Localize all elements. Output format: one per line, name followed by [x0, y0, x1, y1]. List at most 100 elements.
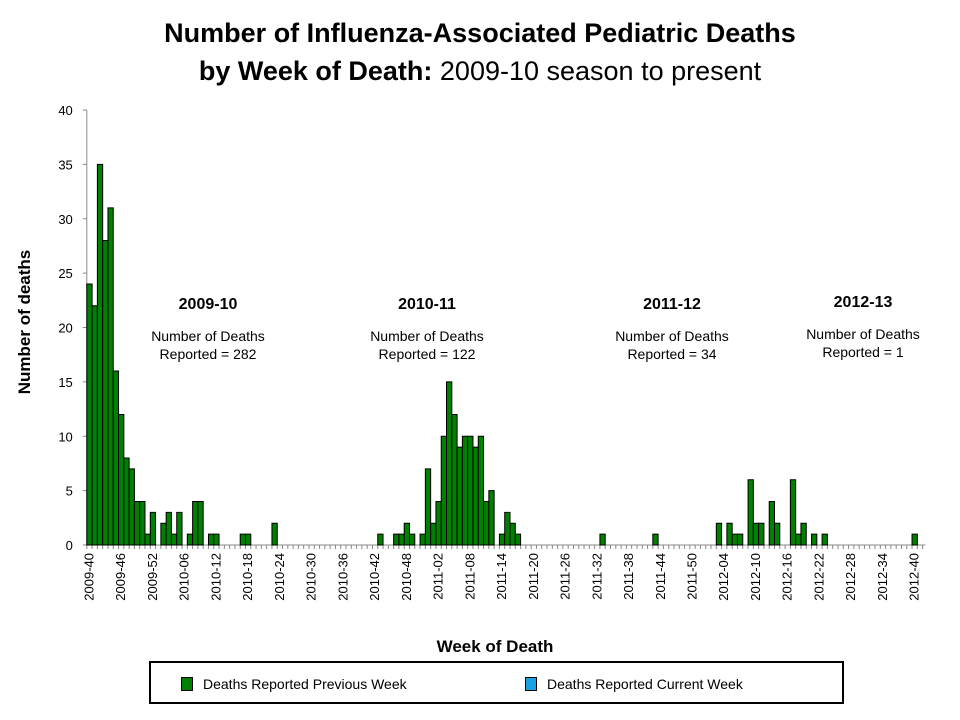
x-tick-label: 2011-02	[431, 553, 446, 600]
bar	[408, 533, 416, 546]
bar	[102, 240, 109, 546]
legend-swatch-previous	[181, 677, 193, 691]
bar	[911, 533, 918, 546]
bar	[747, 479, 754, 546]
bar	[768, 501, 776, 546]
season-label: 2010-11	[398, 296, 456, 313]
legend-item-current: Deaths Reported Current Week	[525, 676, 743, 692]
x-tick-label: 2009-46	[113, 553, 128, 601]
bar	[514, 533, 522, 546]
bar	[461, 435, 469, 546]
x-tick-label: 2010-36	[335, 553, 350, 601]
bar	[128, 468, 135, 546]
y-tick-label: 0	[66, 538, 73, 553]
bar	[393, 533, 400, 546]
x-tick-label: 2012-10	[748, 553, 763, 601]
bar	[403, 522, 410, 546]
bar	[467, 435, 474, 546]
bar	[419, 533, 426, 546]
bar	[811, 533, 818, 546]
x-tick-label: 2012-34	[875, 553, 890, 601]
season-annotation-line2: Reported = 34	[627, 346, 716, 362]
bar	[112, 370, 120, 546]
x-tick-label: 2009-52	[145, 553, 160, 601]
bar	[758, 522, 765, 546]
x-tick-label: 2012-04	[716, 553, 731, 601]
y-tick-label: 25	[58, 266, 72, 281]
legend-label-previous: Deaths Reported Previous Week	[203, 676, 407, 692]
season-annotation-line2: Reported = 122	[379, 346, 476, 362]
season-label: 2011-12	[643, 296, 701, 313]
bar	[795, 533, 802, 546]
x-tick-label: 2011-14	[494, 553, 509, 600]
x-axis-label: Week of Death	[437, 637, 554, 656]
bar	[197, 501, 204, 546]
bar	[123, 457, 130, 546]
x-tick-label: 2011-26	[558, 553, 573, 600]
x-tick-label: 2010-42	[367, 553, 382, 601]
bar	[207, 533, 215, 546]
bar	[377, 533, 384, 546]
bar	[726, 522, 733, 546]
title-line-2: by Week of Death: 2009-10 season to pres…	[0, 52, 960, 90]
bar	[446, 381, 453, 546]
bar	[652, 533, 659, 546]
legend: Deaths Reported Previous Week Deaths Rep…	[149, 661, 844, 704]
season-annotation-line1: Number of Deaths	[151, 328, 265, 344]
x-tick-label: 2010-24	[272, 553, 287, 601]
bar	[715, 522, 723, 546]
bar	[800, 522, 807, 546]
x-tick-label: 2011-38	[621, 553, 636, 600]
bar	[483, 501, 490, 546]
y-tick-label: 15	[58, 375, 72, 390]
y-axis-label: Number of deaths	[15, 250, 34, 395]
bar	[498, 533, 506, 546]
x-tick-label: 2010-18	[240, 553, 255, 601]
bar	[213, 533, 220, 546]
x-tick-label: 2009-40	[81, 553, 96, 601]
bar	[133, 501, 141, 546]
x-tick-label: 2012-40	[907, 553, 922, 601]
x-tick-label: 2012-16	[780, 553, 795, 601]
bar	[107, 207, 114, 546]
season-label: 2009-10	[179, 296, 238, 313]
y-tick-label: 5	[66, 484, 73, 499]
bar	[149, 511, 157, 546]
bar	[456, 446, 463, 546]
bar	[472, 446, 479, 546]
bar	[91, 305, 98, 546]
season-annotation-line1: Number of Deaths	[806, 326, 920, 342]
x-tick-label: 2012-22	[811, 553, 826, 601]
bar	[821, 533, 828, 546]
bar	[96, 163, 104, 546]
bar	[752, 522, 760, 546]
bar	[160, 522, 167, 546]
bar	[488, 490, 495, 546]
bar	[118, 414, 125, 546]
bar	[477, 435, 485, 546]
y-tick-label: 40	[58, 103, 72, 118]
bar	[245, 533, 252, 546]
bar	[144, 533, 151, 546]
bar	[774, 522, 781, 546]
bar	[271, 522, 278, 546]
bar	[451, 414, 458, 546]
x-tick-label: 2010-06	[177, 553, 192, 601]
title-line-2-rest: 2009-10 season to present	[432, 56, 762, 86]
bar	[86, 283, 93, 546]
title-line-2-bold: by Week of Death:	[198, 56, 433, 86]
legend-label-current: Deaths Reported Current Week	[547, 676, 743, 692]
bar	[192, 501, 199, 546]
x-tick-label: 2010-30	[304, 553, 319, 601]
x-tick-label: 2011-32	[589, 553, 604, 600]
bar	[435, 501, 442, 546]
title-line-1: Number of Influenza-Associated Pediatric…	[164, 18, 796, 48]
bar	[139, 501, 146, 546]
y-tick-label: 10	[58, 429, 72, 444]
bar	[736, 533, 744, 546]
bar	[239, 533, 247, 546]
season-annotation-line2: Reported = 1	[822, 344, 904, 360]
bar	[430, 522, 437, 546]
season-label: 2012-13	[834, 294, 893, 311]
y-tick-label: 30	[58, 212, 72, 227]
